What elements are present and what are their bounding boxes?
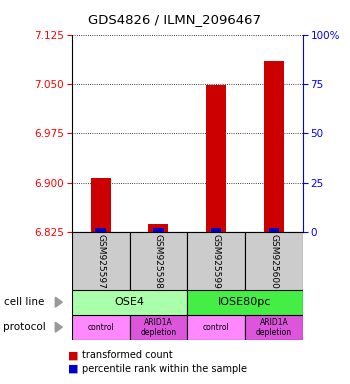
Polygon shape xyxy=(55,297,62,307)
Bar xyxy=(130,232,187,290)
Bar xyxy=(187,232,245,290)
Text: percentile rank within the sample: percentile rank within the sample xyxy=(82,364,247,374)
Text: ■: ■ xyxy=(68,364,79,374)
Text: control: control xyxy=(203,323,230,332)
Text: ARID1A
depletion: ARID1A depletion xyxy=(256,318,292,337)
Bar xyxy=(72,232,130,290)
Bar xyxy=(206,84,226,232)
Bar xyxy=(245,315,303,340)
Bar xyxy=(130,315,187,340)
Text: GSM925599: GSM925599 xyxy=(212,234,220,288)
Bar xyxy=(91,178,111,232)
Text: GDS4826 / ILMN_2096467: GDS4826 / ILMN_2096467 xyxy=(89,13,261,26)
Bar xyxy=(72,315,130,340)
Text: GSM925600: GSM925600 xyxy=(270,234,278,288)
Bar xyxy=(187,290,303,315)
Text: protocol: protocol xyxy=(4,322,46,332)
Bar xyxy=(96,228,106,232)
Text: ■: ■ xyxy=(68,350,79,360)
Text: transformed count: transformed count xyxy=(82,350,173,360)
Bar xyxy=(153,228,163,232)
Polygon shape xyxy=(55,322,62,332)
Text: ARID1A
depletion: ARID1A depletion xyxy=(140,318,176,337)
Text: OSE4: OSE4 xyxy=(114,297,145,308)
Bar xyxy=(264,61,284,232)
Bar xyxy=(245,232,303,290)
Bar xyxy=(269,228,279,232)
Bar xyxy=(148,224,168,232)
Text: GSM925597: GSM925597 xyxy=(96,234,105,288)
Bar xyxy=(187,315,245,340)
Bar xyxy=(72,290,187,315)
Text: GSM925598: GSM925598 xyxy=(154,234,163,288)
Text: cell line: cell line xyxy=(4,297,44,307)
Text: IOSE80pc: IOSE80pc xyxy=(218,297,272,308)
Bar xyxy=(211,228,221,232)
Text: control: control xyxy=(87,323,114,332)
